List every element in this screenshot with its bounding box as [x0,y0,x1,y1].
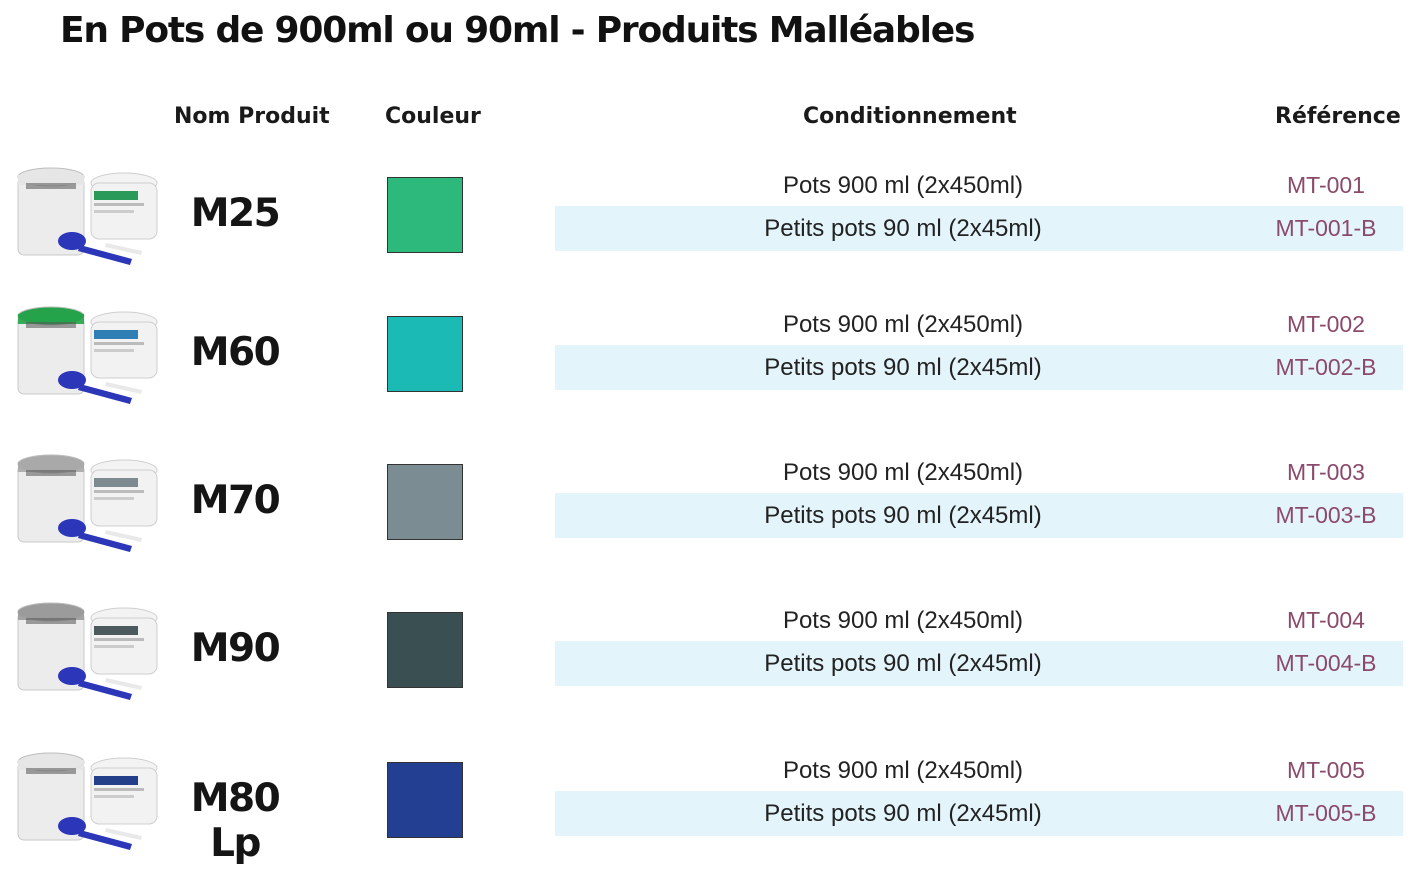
page-title: En Pots de 900ml ou 90ml - Produits Mall… [60,10,975,51]
packaging-label: Petits pots 90 ml (2x45ml) [764,354,1042,381]
color-swatch [387,316,463,392]
packaging-label: Pots 900 ml (2x450ml) [782,311,1024,338]
product-name: M70 [190,478,281,523]
color-swatch [387,177,463,253]
packaging-row: Pots 900 ml (2x450ml) MT-003 [555,450,1403,495]
reference-code: MT-001 [1287,172,1365,198]
packaging-row: Pots 900 ml (2x450ml) MT-004 [555,598,1403,643]
product-row: M90 Pots 900 ml (2x450ml) MT-004 Petits … [0,598,1416,718]
packaging-label: Petits pots 90 ml (2x45ml) [764,800,1042,827]
header-product-name: Nom Produit [174,104,330,129]
product-row: M70 Pots 900 ml (2x450ml) MT-003 Petits … [0,450,1416,570]
color-swatch [387,464,463,540]
packaging-label: Pots 900 ml (2x450ml) [782,172,1024,199]
product-row: M25 Pots 900 ml (2x450ml) MT-001 Petits … [0,163,1416,283]
product-image [17,306,158,404]
product-row: M60 Pots 900 ml (2x450ml) MT-002 Petits … [0,302,1416,422]
reference-code: MT-005-B [1275,800,1377,826]
packaging-row: Petits pots 90 ml (2x45ml) MT-004-B [555,641,1403,686]
reference-code: MT-002 [1287,311,1365,337]
packaging-row: Petits pots 90 ml (2x45ml) MT-003-B [555,493,1403,538]
packaging-label: Petits pots 90 ml (2x45ml) [764,502,1042,529]
packaging-row: Petits pots 90 ml (2x45ml) MT-002-B [555,345,1403,390]
color-swatch [387,762,463,838]
packaging-label: Pots 900 ml (2x450ml) [782,607,1024,634]
packaging-label: Pots 900 ml (2x450ml) [782,459,1024,486]
product-name: M25 [190,191,281,236]
reference-code: MT-005 [1287,757,1365,783]
packaging-row: Petits pots 90 ml (2x45ml) MT-005-B [555,791,1403,836]
header-color: Couleur [385,104,481,129]
product-name: M60 [190,330,281,375]
header-reference: Référence [1275,104,1401,129]
reference-code: MT-003-B [1275,502,1377,528]
reference-code: MT-004 [1287,607,1365,633]
reference-code: MT-004-B [1275,650,1377,676]
product-row: M80 Lp Pots 900 ml (2x450ml) MT-005 Peti… [0,748,1416,868]
reference-code: MT-002-B [1275,354,1377,380]
reference-code: MT-001-B [1275,215,1377,241]
packaging-row: Petits pots 90 ml (2x45ml) MT-001-B [555,206,1403,251]
packaging-label: Pots 900 ml (2x450ml) [782,757,1024,784]
product-image [17,454,158,552]
packaging-label: Petits pots 90 ml (2x45ml) [764,215,1042,242]
reference-code: MT-003 [1287,459,1365,485]
packaging-row: Pots 900 ml (2x450ml) MT-005 [555,748,1403,793]
product-name: M90 [190,626,281,671]
packaging-row: Pots 900 ml (2x450ml) MT-001 [555,163,1403,208]
product-name: M80 Lp [190,776,281,866]
packaging-row: Pots 900 ml (2x450ml) MT-002 [555,302,1403,347]
product-image [17,752,158,850]
color-swatch [387,612,463,688]
product-image [17,167,158,265]
product-image [17,602,158,700]
packaging-label: Petits pots 90 ml (2x45ml) [764,650,1042,677]
header-packaging: Conditionnement [803,104,1017,129]
